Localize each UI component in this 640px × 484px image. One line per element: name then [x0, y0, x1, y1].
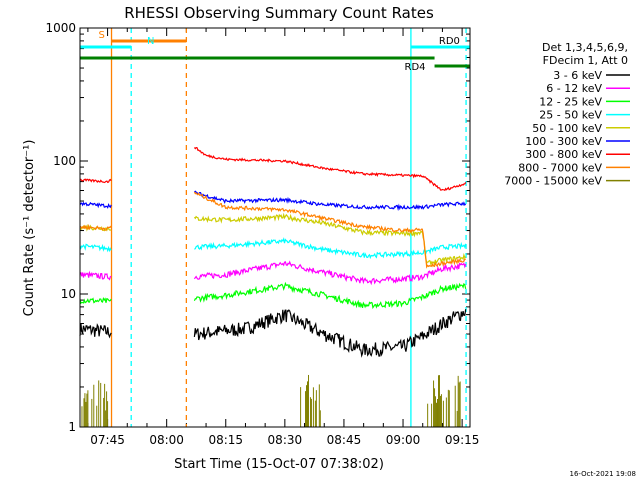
x-tick-label: 09:15: [445, 433, 480, 447]
y-tick-label: 1: [68, 420, 76, 434]
flag-bar-label: N: [147, 36, 154, 47]
legend-header-line-2: FDecim 1, Att 0: [543, 54, 628, 67]
chart-title: RHESSI Observing Summary Count Rates: [124, 4, 434, 22]
flag-bar-label: RD4: [405, 62, 426, 73]
legend-label: 800 - 7000 keV: [518, 161, 602, 174]
plot-frame: [79, 27, 471, 428]
footer-timestamp: 16-Oct-2021 19:08: [570, 470, 636, 478]
series-line: [79, 190, 467, 212]
flag-bar-label: RD0: [439, 36, 460, 47]
y-axis-label: Count Rate (s⁻¹ detector⁻¹): [22, 140, 37, 317]
y-tick-label: 10: [61, 287, 76, 301]
series-line: [79, 260, 467, 286]
legend-label: 12 - 25 keV: [539, 95, 602, 108]
legend-label: 100 - 300 keV: [525, 135, 602, 148]
x-tick-label: 07:45: [90, 433, 125, 447]
legend-header-line-1: Det 1,3,4,5,6,9,: [542, 41, 628, 54]
x-axis-label: Start Time (15-Oct-07 07:38:02): [174, 457, 384, 472]
legend-label: 7000 - 15000 keV: [504, 175, 602, 188]
x-tick-label: 08:45: [327, 433, 362, 447]
y-tick-label: 100: [53, 154, 76, 168]
legend-label: 50 - 100 keV: [532, 122, 602, 135]
legend-label: 25 - 50 keV: [539, 109, 602, 122]
y-tick-label: 1000: [45, 21, 76, 35]
series-line: [79, 191, 466, 269]
flag-bar-label: S: [99, 30, 105, 41]
plot-layer: 1 10 100 1000 07:45 08:00 08:15 08:30 08:45 09:00…: [45, 21, 479, 447]
series-line: [79, 281, 467, 310]
series-line: [79, 146, 467, 192]
legend-label: 300 - 800 keV: [525, 148, 602, 161]
x-tick-label: 08:30: [268, 433, 303, 447]
x-tick-label: 09:00: [386, 433, 421, 447]
series-line: [79, 237, 467, 260]
x-tick-label: 08:15: [208, 433, 243, 447]
legend-label: 6 - 12 keV: [546, 82, 602, 95]
legend-label: 3 - 6 keV: [553, 69, 602, 82]
x-tick-label: 08:00: [149, 433, 184, 447]
series-line: [79, 309, 467, 358]
